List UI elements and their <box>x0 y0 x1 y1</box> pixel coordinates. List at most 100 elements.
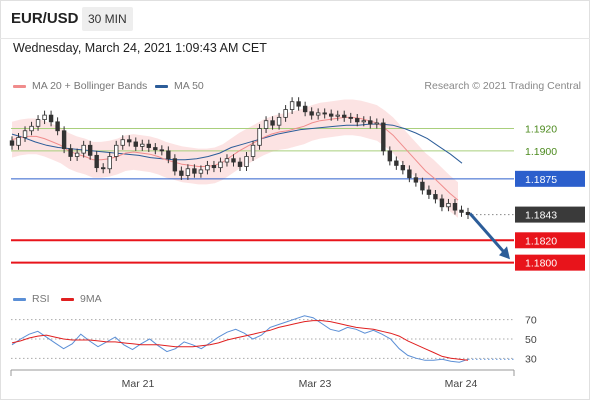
level-label: 1.1920 <box>525 124 557 136</box>
candle <box>61 130 67 150</box>
level-label: 1.1820 <box>525 235 557 247</box>
candle <box>87 144 93 156</box>
legend-ma9-label: 9MA <box>80 293 102 305</box>
candle <box>302 105 308 113</box>
ma50-line <box>11 123 463 164</box>
candle <box>361 120 366 123</box>
candle <box>35 119 41 127</box>
candle <box>433 194 438 200</box>
forecast-arrow-head <box>499 246 510 260</box>
candle <box>296 101 301 107</box>
candle <box>244 156 249 167</box>
candle <box>348 116 353 119</box>
ma9-swatch <box>61 297 74 301</box>
rsi-tick-label: 30 <box>525 353 537 365</box>
candle <box>166 150 171 160</box>
candle <box>114 144 119 157</box>
rsi-swatch <box>13 297 26 301</box>
candle <box>68 148 73 157</box>
symbol-label: EUR/USD <box>11 10 79 27</box>
level-label: 1.1875 <box>525 174 557 186</box>
legend-ma9: 9MA <box>61 293 102 305</box>
level-label-box <box>515 206 585 223</box>
candle <box>387 150 393 162</box>
candle <box>218 161 223 169</box>
candle <box>381 122 386 152</box>
candle <box>276 116 282 126</box>
candle <box>185 168 191 176</box>
candle <box>120 139 125 146</box>
ma50-swatch <box>155 84 168 88</box>
candle <box>459 209 464 213</box>
x-tick-label: Mar 21 <box>122 378 155 390</box>
candle <box>394 160 399 166</box>
candle <box>22 130 28 138</box>
forecast-arrow <box>468 212 507 255</box>
candle <box>192 168 197 174</box>
candle <box>94 154 99 169</box>
candle <box>9 140 15 146</box>
level-label-box <box>515 254 585 271</box>
candle <box>439 198 445 208</box>
candle <box>48 114 54 123</box>
candle <box>374 122 379 125</box>
candle <box>328 113 334 117</box>
level-label: 1.1800 <box>525 258 557 270</box>
candle <box>172 158 178 172</box>
legend-ma50: MA 50 <box>155 80 204 92</box>
candle <box>179 170 184 176</box>
candle <box>322 112 327 115</box>
candle <box>309 111 314 116</box>
candle <box>231 158 236 163</box>
candle <box>55 121 60 132</box>
candle <box>107 156 112 170</box>
candle <box>335 114 340 117</box>
candle <box>368 120 373 125</box>
x-tick-label: Mar 24 <box>445 378 478 390</box>
candle <box>283 109 288 118</box>
candle <box>224 158 230 163</box>
candle <box>250 144 256 157</box>
rsi-9ma-line <box>11 320 469 361</box>
timeframe-chip[interactable]: 30 MIN <box>82 7 133 31</box>
candle <box>42 114 47 120</box>
candle <box>16 137 21 146</box>
candle <box>465 211 471 215</box>
candle <box>420 181 425 191</box>
candle <box>270 120 275 126</box>
candle <box>159 149 165 152</box>
timestamp: Wednesday, March 24, 2021 1:09:43 AM CET <box>13 41 267 55</box>
candle <box>198 169 204 174</box>
candle <box>133 141 138 147</box>
candle <box>81 144 86 154</box>
candle <box>211 165 217 169</box>
candle <box>452 203 458 211</box>
level-label: 1.1843 <box>525 210 557 222</box>
ma20-swatch <box>13 84 26 88</box>
legend-ma20: MA 20 + Bollinger Bands <box>13 80 147 92</box>
candle <box>413 177 419 183</box>
candle <box>407 169 412 179</box>
candle <box>205 165 210 171</box>
legend-rsi: RSI <box>13 293 50 305</box>
chart-header: EUR/USD 30 MIN <box>0 0 590 39</box>
legend-ma20-label: MA 20 + Bollinger Bands <box>32 80 148 92</box>
x-tick-label: Mar 23 <box>299 378 332 390</box>
candle <box>140 143 145 147</box>
candle <box>263 120 269 129</box>
level-label-box <box>515 170 585 187</box>
candle <box>146 143 151 148</box>
candle <box>400 165 406 171</box>
credit-text: Research © 2021 Trading Central <box>424 80 581 92</box>
candle <box>237 161 243 167</box>
candle <box>446 203 451 208</box>
legend-rsi-label: RSI <box>32 293 50 305</box>
candle <box>29 125 34 132</box>
rsi-tick-label: 70 <box>525 315 537 327</box>
candle <box>342 114 347 118</box>
candle <box>101 167 106 170</box>
candle <box>74 152 80 157</box>
level-label: 1.1900 <box>525 146 557 158</box>
candle <box>315 112 321 116</box>
